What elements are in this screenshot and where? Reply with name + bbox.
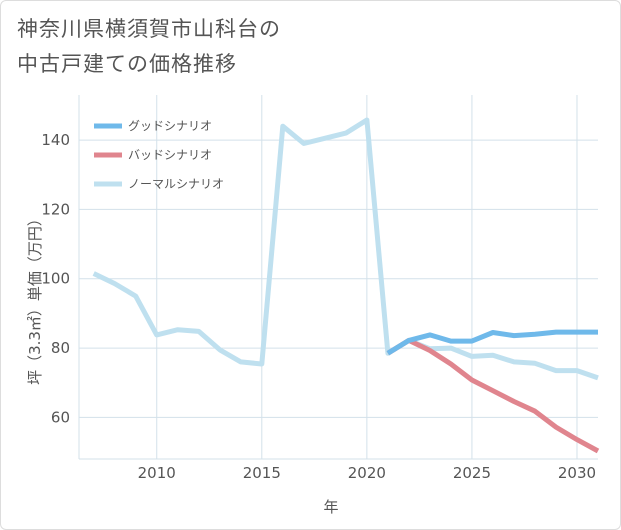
chart-title: 神奈川県横須賀市山科台の 中古戸建ての価格推移	[17, 12, 281, 82]
legend-label-1: バッドシナリオ	[128, 148, 212, 162]
x-tick-label: 2030	[558, 464, 596, 482]
x-tick-label: 2020	[348, 464, 386, 482]
y-axis-label: 坪（3.3㎡）単価（万円）	[26, 211, 44, 385]
y-tick-label: 60	[51, 408, 70, 426]
grid-lines	[78, 95, 598, 460]
series-line-2	[92, 117, 599, 381]
series-line-0	[386, 329, 598, 356]
chart-title-line-2: 中古戸建ての価格推移	[17, 52, 237, 76]
y-tick-label: 80	[51, 339, 70, 357]
x-axis-ticks: 2010 2015 2020 2025 2030	[138, 464, 596, 482]
x-tick-label: 2015	[243, 464, 281, 482]
series-lines	[92, 117, 600, 454]
legend-label-0: グッドシナリオ	[128, 119, 212, 133]
y-tick-label: 140	[41, 131, 70, 149]
y-tick-label: 120	[41, 200, 70, 218]
series-line-1	[386, 337, 600, 454]
x-tick-label: 2025	[453, 464, 491, 482]
x-tick-label: 2010	[138, 464, 176, 482]
chart-title-line-1: 神奈川県横須賀市山科台の	[17, 17, 281, 41]
x-axis-label: 年	[323, 498, 338, 516]
y-axis-ticks: 60 80 100 120 140	[41, 131, 70, 426]
legend-label-2: ノーマルシナリオ	[128, 177, 224, 191]
y-tick-label: 100	[41, 270, 70, 288]
